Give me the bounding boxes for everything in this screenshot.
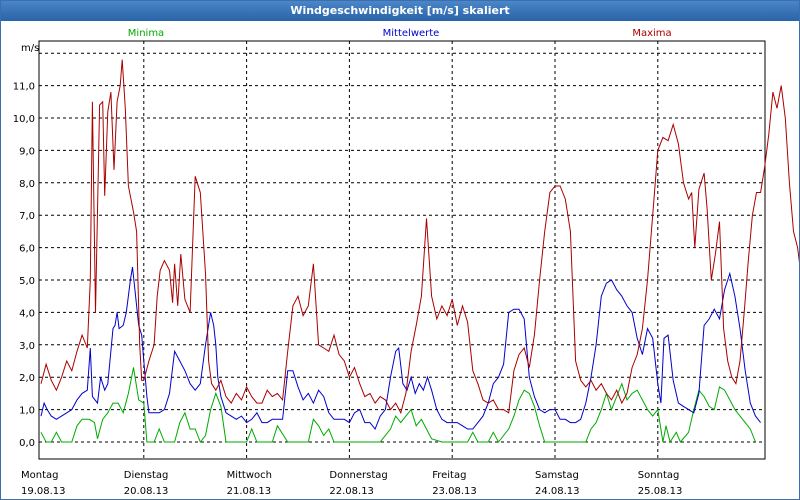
x-tick-date: 25.08.13 [638, 486, 683, 497]
y-tick-label: 2,0 [19, 373, 35, 384]
x-tick-day: Donnerstag [329, 470, 387, 481]
x-tick-day: Dienstag [124, 470, 169, 481]
x-tick-day: Mittwoch [227, 470, 272, 481]
legend-item-minima: Minima [128, 28, 164, 39]
series-line-mittelwerte [40, 266, 761, 430]
x-tick-day: Freitag [432, 470, 466, 481]
y-tick-label: 5,0 [19, 276, 35, 287]
legend-item-maxima: Maxima [632, 28, 671, 39]
y-tick-label: 7,0 [19, 211, 35, 222]
x-tick-date: 23.08.13 [432, 486, 477, 497]
y-tick-label: 3,0 [19, 341, 35, 352]
x-tick-date: 20.08.13 [124, 486, 169, 497]
x-tick-day: Samstag [535, 470, 579, 481]
x-tick-date: 21.08.13 [227, 486, 272, 497]
window-title-bar: Windgeschwindigkeit [m/s] skaliert [1, 1, 799, 21]
y-tick-label: 6,0 [19, 244, 35, 255]
y-tick-label: 9,0 [19, 146, 35, 157]
y-tick-label: 8,0 [19, 179, 35, 190]
x-tick-day: Sonntag [638, 470, 680, 481]
y-tick-label: 1,0 [19, 406, 35, 417]
legend-item-mittelwerte: Mittelwerte [383, 28, 440, 39]
x-tick-day: Montag [21, 470, 58, 481]
plot-area [38, 40, 766, 460]
y-tick-label: 10,0 [13, 114, 35, 125]
series-line-minima [40, 367, 756, 444]
x-tick-date: 24.08.13 [535, 486, 580, 497]
y-axis-unit: m/s [21, 43, 39, 54]
y-tick-label: 0,0 [19, 438, 35, 449]
x-tick-date: 22.08.13 [329, 486, 374, 497]
series-line-maxima [40, 59, 799, 415]
x-tick-date: 19.08.13 [21, 486, 66, 497]
y-tick-label: 11,0 [13, 82, 35, 93]
window-title: Windgeschwindigkeit [m/s] skaliert [290, 4, 510, 17]
y-tick-label: 4,0 [19, 308, 35, 319]
